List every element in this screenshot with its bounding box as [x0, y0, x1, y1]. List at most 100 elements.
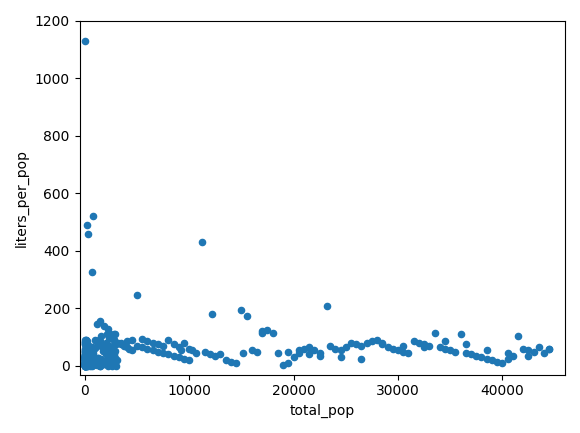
- Point: [81, 359, 90, 366]
- Point: [169, 341, 178, 348]
- Point: [310, 347, 319, 354]
- Point: [85, 351, 95, 358]
- Point: [81, 355, 90, 362]
- Point: [83, 361, 92, 368]
- Point: [87, 359, 96, 365]
- Point: [82, 357, 92, 364]
- Point: [143, 345, 152, 352]
- Point: [94, 362, 103, 369]
- Point: [289, 354, 298, 361]
- Point: [84, 355, 93, 362]
- Point: [80, 355, 89, 362]
- Point: [110, 331, 119, 338]
- Point: [108, 362, 117, 369]
- Point: [81, 354, 90, 361]
- Point: [188, 347, 197, 354]
- Point: [93, 362, 102, 368]
- Point: [108, 354, 118, 361]
- Point: [93, 359, 102, 366]
- Point: [221, 357, 230, 364]
- Point: [82, 360, 92, 367]
- Point: [101, 347, 110, 354]
- Point: [341, 344, 350, 351]
- Point: [88, 354, 97, 361]
- Point: [84, 357, 93, 364]
- Point: [153, 348, 162, 355]
- Point: [545, 345, 554, 352]
- Point: [211, 352, 220, 359]
- Point: [96, 332, 106, 339]
- Point: [82, 357, 91, 364]
- Point: [472, 352, 481, 359]
- Point: [108, 343, 118, 349]
- Point: [83, 359, 92, 366]
- Point: [82, 362, 92, 368]
- Point: [278, 361, 288, 368]
- Point: [96, 355, 106, 362]
- Point: [110, 354, 119, 361]
- Y-axis label: liters_per_pop: liters_per_pop: [15, 149, 29, 246]
- Point: [94, 339, 103, 346]
- Point: [120, 343, 129, 349]
- Point: [82, 349, 91, 355]
- Point: [103, 342, 113, 349]
- Point: [81, 352, 90, 359]
- Point: [108, 355, 118, 362]
- Point: [80, 362, 89, 369]
- Point: [80, 349, 89, 355]
- Point: [93, 355, 102, 362]
- Point: [100, 361, 109, 368]
- Point: [82, 355, 91, 362]
- Point: [102, 357, 111, 364]
- Point: [102, 351, 111, 358]
- Point: [404, 349, 413, 356]
- Point: [388, 345, 397, 352]
- Point: [84, 359, 93, 366]
- Point: [89, 213, 98, 220]
- Point: [122, 344, 131, 351]
- Point: [148, 339, 157, 346]
- Point: [81, 356, 90, 363]
- Point: [82, 361, 91, 368]
- Point: [81, 358, 90, 365]
- Point: [87, 362, 96, 368]
- X-axis label: total_pop: total_pop: [289, 404, 355, 418]
- Point: [477, 354, 486, 361]
- Point: [85, 346, 95, 353]
- Point: [81, 359, 90, 365]
- Point: [200, 348, 209, 355]
- Point: [346, 339, 356, 346]
- Point: [96, 362, 105, 369]
- Point: [81, 362, 90, 369]
- Point: [81, 346, 90, 353]
- Point: [519, 345, 528, 352]
- Point: [419, 344, 429, 351]
- Point: [336, 347, 345, 354]
- Point: [82, 344, 92, 351]
- Point: [98, 348, 107, 355]
- Point: [82, 347, 91, 354]
- Point: [81, 360, 90, 367]
- Point: [82, 362, 91, 368]
- Point: [81, 356, 90, 363]
- Point: [84, 356, 93, 363]
- Point: [110, 360, 119, 367]
- Point: [315, 352, 324, 359]
- Point: [81, 359, 90, 366]
- Point: [81, 362, 90, 368]
- Point: [81, 362, 90, 369]
- Point: [85, 349, 94, 356]
- Point: [378, 339, 387, 346]
- Point: [82, 336, 91, 343]
- Point: [100, 345, 109, 352]
- Point: [164, 336, 173, 343]
- Point: [284, 359, 293, 366]
- Point: [81, 359, 90, 366]
- Point: [80, 355, 89, 362]
- Point: [81, 360, 90, 367]
- Point: [539, 349, 549, 356]
- Point: [105, 351, 114, 358]
- Point: [158, 349, 168, 356]
- Point: [268, 330, 277, 336]
- Point: [258, 328, 267, 335]
